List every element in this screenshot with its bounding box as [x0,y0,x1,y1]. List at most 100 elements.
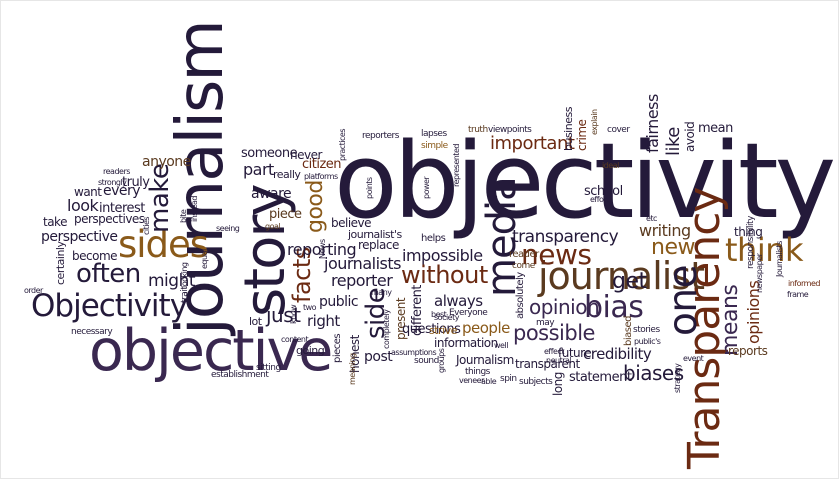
word-piece: piece [269,207,302,222]
word-long: long [551,372,565,396]
word-information: information [434,336,498,350]
word-impossible: impossible [402,246,483,265]
word-biases: biases [623,361,684,385]
word-good: good [303,180,328,233]
word-look: look [67,196,99,215]
word-goal: goal [265,222,281,231]
word-cities: cities [142,216,151,235]
word-equal: equal [200,249,209,269]
word-like: like [663,127,684,156]
word-come: come [512,261,535,271]
word-know: know [289,304,298,324]
word-transparency: transparency [512,227,619,247]
word-news: news [521,238,592,271]
word-practices: practices [338,128,347,161]
word-think: think [725,231,804,269]
word-important: important [490,133,575,154]
word-necessary: necessary [71,327,113,337]
word-platforms: platforms [304,172,338,181]
word-groups: groups [437,348,446,373]
word-avoid: avoid [683,121,697,152]
word-trait: trait [180,286,190,303]
word-able: able [481,377,497,386]
word-order: order [24,286,43,295]
word-simple: simple [421,141,448,151]
word-going: going [296,344,325,357]
word-frame: frame [787,290,809,299]
word-meaning: meaning [348,353,357,385]
word-without: without [401,261,488,289]
word-certainly: certainly [54,241,67,286]
word-power: power [422,176,431,199]
word-reports: reports [728,344,768,358]
word-citizen: citizen [302,157,342,172]
word-mean: mean [698,121,733,136]
word-newspaper: newspaper [755,253,764,293]
word-event: event [683,354,704,363]
word-effort: effort [590,195,609,204]
word-someone: someone [241,146,298,161]
word-truly: truly [122,175,150,190]
word-post: post [364,349,393,365]
word-two: two [303,303,317,312]
word-establishment: establishment [211,370,269,380]
word-Journalists: Journalists [775,241,784,277]
word-effect: effect [544,347,565,356]
word-pieces: pieces [332,333,343,363]
word-many: many [371,288,392,297]
word-crime: crime [575,119,589,151]
word-neutral: neutral [546,356,572,365]
word-opinion: opinion [529,295,600,319]
word-questions: questions [402,322,461,337]
word-sides: sides [118,223,209,266]
word-content: content [281,335,309,344]
word-may: may [536,318,555,328]
word-stories: stories [633,325,660,335]
word-business: business [562,107,575,151]
word-helps: helps [421,233,446,244]
word-fairness: fairness [643,94,662,153]
word-completely: completely [382,309,391,349]
word-strive: strive [429,324,457,337]
word-possible: possible [513,321,595,345]
word-credibility: credibility [583,345,652,363]
word-story: story [233,185,298,317]
word-perspective: perspective [41,229,118,245]
word-often: often [76,259,141,289]
word-readers: readers [103,167,130,176]
word-perspectives: perspectives [74,212,145,226]
word-might: might [148,271,196,291]
word-represented: represented [452,144,461,187]
word-never: never [290,148,322,162]
word-objectivity: objectivity [334,120,836,242]
word-reporter: reporter [331,271,393,290]
word-want: want [74,185,102,199]
word-explain: explain [590,109,599,135]
word-bias: bias [584,290,644,325]
word-sound: sound [414,356,439,366]
word-etc: etc [646,214,657,223]
word-veneer: veneer [459,376,484,385]
word-right: right [307,312,340,330]
word-well: well [494,341,508,350]
word-Everyone: Everyone [449,308,488,318]
word-journalist: journalist [538,254,705,298]
word-ideal: ideal [602,161,619,170]
word-strongly: strongly [98,178,127,187]
word-assumptions: assumptions [391,348,437,357]
word-always: always [434,292,483,310]
word-things: things [465,367,490,377]
word-believe: believe [331,216,372,230]
word-journalists-apos: journalist's [348,228,402,241]
word-sitting: sitting [256,363,281,373]
word-statement: statement [569,370,632,385]
word-thing: thing [734,225,763,239]
word-lot: lot [249,315,262,328]
word-one: one [661,264,706,336]
word-bite: bite [179,209,188,223]
word-people: people [462,319,510,337]
word-points: points [365,177,374,199]
word-society: society [434,313,459,322]
word-reader: reader [509,249,539,260]
